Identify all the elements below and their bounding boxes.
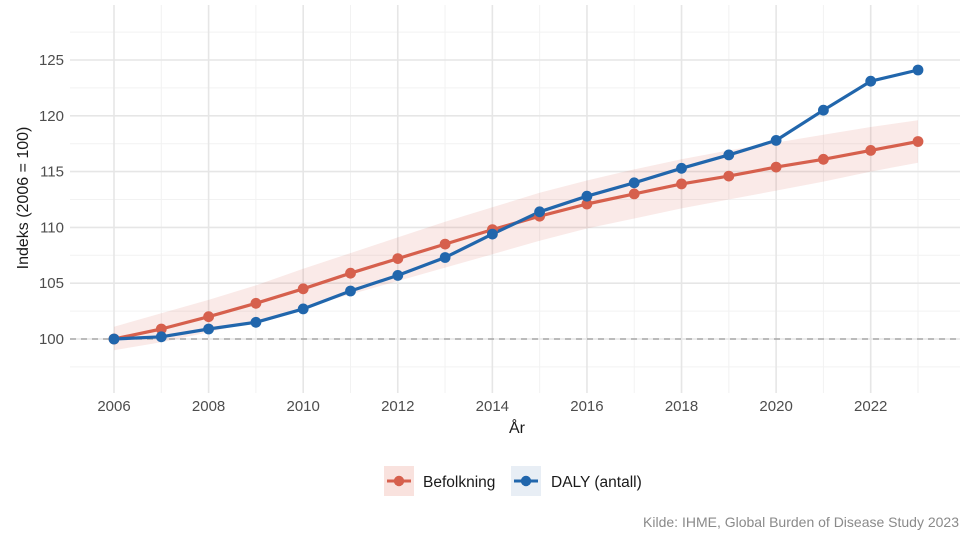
data-point-befolkning [297,283,309,295]
legend: Befolkning DALY (antall) [384,466,642,496]
data-point-befolkning [392,253,404,264]
legend-label-daly: DALY (antall) [551,474,642,491]
x-tick-label: 2006 [97,398,130,415]
source-caption: Kilde: IHME, Global Burden of Disease St… [643,514,959,530]
y-tick-label: 110 [40,219,64,236]
data-point-befolkning [203,311,215,323]
y-tick-label: 115 [40,164,64,181]
confidence-band [114,120,918,351]
legend-key-daly-point [520,475,532,487]
data-point-daly [203,323,215,335]
data-point-befolkning [818,153,829,165]
x-tick-label: 2008 [192,398,225,415]
y-tick-label: 100 [39,331,64,348]
x-axis-title: År [509,418,526,437]
data-point-befolkning [581,198,593,210]
x-tick-label: 2014 [476,398,509,415]
y-axis-ticks: 100 105 110 115 120 125 [39,52,64,348]
data-point-daly [628,177,640,189]
data-point-daly [155,331,167,343]
x-axis-ticks: 2006 2008 2010 2012 2014 2016 2018 2020 2022 [97,398,887,415]
data-point-befolkning [723,170,735,182]
x-tick-label: 2016 [570,398,603,415]
data-point-daly [865,75,877,87]
data-point-daly [723,149,735,161]
y-tick-label: 125 [39,52,64,69]
band-befolkning [114,120,918,351]
data-point-befolkning [439,238,451,250]
data-point-befolkning [912,136,924,147]
data-point-daly [770,135,782,146]
x-tick-label: 2022 [854,398,887,415]
data-point-befolkning [865,145,877,156]
x-tick-label: 2010 [286,398,319,415]
data-point-befolkning [676,178,687,190]
data-point-daly [439,252,451,263]
data-point-daly [912,64,924,76]
data-point-befolkning [628,188,640,200]
series-lines [112,68,920,341]
data-point-daly [818,104,829,116]
data-point-befolkning [345,267,356,279]
data-point-befolkning [155,323,167,335]
legend-label-befolkning: Befolkning [423,474,495,491]
x-tick-label: 2018 [665,398,698,415]
data-point-daly [487,228,498,240]
data-point-daly [345,285,356,297]
data-point-befolkning [770,161,782,173]
data-point-daly [250,316,262,328]
y-axis-title: Indeks (2006 = 100) [15,127,32,270]
legend-item-daly: DALY (antall) [511,466,642,496]
y-tick-label: 105 [39,275,64,292]
x-tick-label: 2020 [759,398,792,415]
data-point-daly [581,190,593,202]
y-tick-label: 120 [39,108,64,125]
data-point-daly [534,206,545,218]
legend-item-befolkning: Befolkning [384,466,495,496]
data-point-befolkning [250,297,262,309]
data-point-daly [392,270,404,281]
data-point-daly [108,333,120,345]
x-tick-label: 2012 [381,398,414,415]
series-line-daly [112,68,920,341]
data-point-daly [297,303,309,315]
grid-lines [70,5,960,393]
legend-key-befolkning-point [393,475,405,487]
series-points [108,64,924,345]
data-point-daly [676,162,687,174]
